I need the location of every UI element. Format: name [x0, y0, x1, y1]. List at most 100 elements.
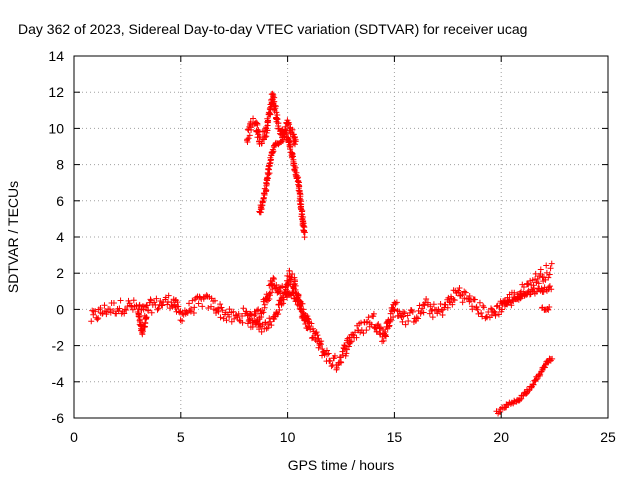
data-point: [290, 131, 297, 138]
data-point: [400, 313, 407, 320]
data-point: [240, 305, 247, 312]
y-tick-label: -6: [52, 410, 65, 426]
data-point: [546, 271, 553, 278]
data-point: [151, 299, 158, 306]
series-upper-left-descent: [256, 137, 286, 216]
data-point: [419, 305, 426, 312]
data-point: [408, 307, 415, 314]
series-end-cluster-20-22h: [498, 283, 555, 308]
data-point: [179, 317, 186, 324]
data-point: [235, 310, 242, 317]
data-point: [190, 310, 197, 317]
data-points: [88, 90, 556, 417]
data-point: [421, 302, 428, 309]
data-point: [121, 306, 128, 313]
data-point: [309, 325, 316, 332]
data-point: [488, 305, 495, 312]
data-point: [247, 310, 254, 317]
data-point: [289, 289, 296, 296]
data-point: [530, 381, 537, 388]
x-tick-label: 5: [177, 429, 185, 445]
grid-lines: [74, 56, 608, 418]
data-point: [428, 307, 435, 314]
y-tick-label: -2: [52, 338, 65, 354]
data-point: [373, 328, 380, 335]
data-point: [219, 307, 226, 314]
series-dip-3h: [134, 308, 150, 338]
data-point: [279, 283, 286, 290]
data-point: [117, 297, 124, 304]
data-point: [338, 359, 345, 366]
data-point: [292, 282, 299, 289]
data-point: [217, 314, 224, 321]
data-point: [145, 307, 152, 314]
x-tick-label: 20: [493, 429, 509, 445]
data-point: [480, 304, 487, 311]
data-point: [493, 303, 500, 310]
data-point: [298, 211, 305, 218]
data-point: [437, 301, 444, 308]
data-point: [266, 295, 273, 302]
data-point: [393, 299, 400, 306]
data-point: [299, 218, 306, 225]
data-point: [363, 327, 370, 334]
data-point: [478, 310, 485, 317]
y-tick-label: -4: [52, 374, 65, 390]
data-point: [189, 297, 196, 304]
data-point: [267, 318, 274, 325]
data-point: [424, 299, 431, 306]
data-point: [254, 317, 261, 324]
data-point: [523, 280, 530, 287]
data-point: [528, 384, 535, 391]
data-point: [246, 316, 253, 323]
data-point: [226, 306, 233, 313]
data-point: [220, 315, 227, 322]
data-point: [285, 281, 292, 288]
data-point: [520, 283, 527, 290]
data-point: [538, 368, 545, 375]
data-point: [509, 298, 516, 305]
data-point: [143, 314, 150, 321]
data-point: [439, 311, 446, 318]
data-point: [157, 297, 164, 304]
data-point: [265, 117, 272, 124]
data-point: [130, 297, 137, 304]
data-point: [341, 342, 348, 349]
data-point: [271, 98, 278, 105]
data-point: [534, 275, 541, 282]
data-point: [286, 121, 293, 128]
data-point: [92, 308, 99, 315]
data-point: [399, 318, 406, 325]
data-point: [314, 332, 321, 339]
data-point: [280, 300, 287, 307]
data-point: [548, 286, 555, 293]
data-point: [246, 132, 253, 139]
data-point: [213, 309, 220, 316]
x-tick-label: 0: [70, 429, 78, 445]
data-point: [292, 138, 299, 145]
data-point: [286, 267, 293, 274]
data-point: [144, 302, 151, 309]
y-tick-label: 6: [56, 193, 64, 209]
data-point: [409, 308, 416, 315]
data-point: [415, 315, 422, 322]
data-point: [405, 317, 412, 324]
data-point: [299, 207, 306, 214]
data-point: [534, 376, 541, 383]
data-point: [368, 321, 375, 328]
data-point: [140, 328, 147, 335]
y-tick-label: 10: [48, 120, 64, 136]
data-point: [442, 301, 449, 308]
data-point: [263, 325, 270, 332]
data-point: [545, 274, 552, 281]
data-point: [266, 315, 273, 322]
data-point: [542, 364, 549, 371]
data-point: [492, 312, 499, 319]
data-point: [266, 160, 273, 167]
y-axis-label: SDTVAR / TECUs: [5, 181, 21, 293]
data-point: [540, 273, 547, 280]
data-point: [471, 296, 478, 303]
data-point: [508, 302, 515, 309]
data-point: [430, 301, 437, 308]
